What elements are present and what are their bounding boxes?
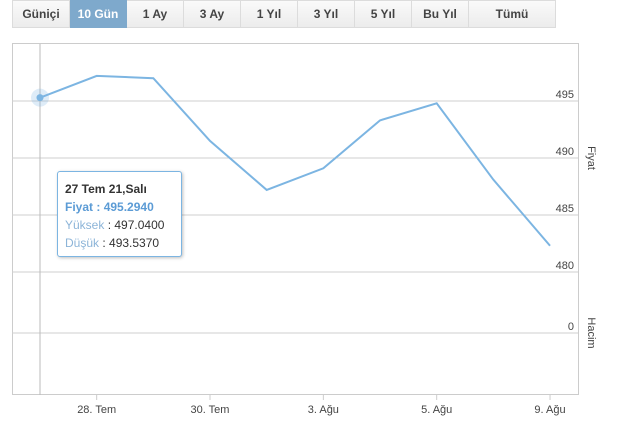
range-tab[interactable]: Bu Yıl: [412, 0, 469, 28]
tooltip-separator: :: [99, 236, 110, 250]
range-tab[interactable]: Tümü: [469, 0, 556, 28]
y-tick-label: 495: [556, 89, 574, 101]
tooltip-label: Yüksek: [65, 218, 105, 232]
range-tab[interactable]: 3 Ay: [184, 0, 241, 28]
hover-point: [36, 94, 44, 102]
y2-tick-label: 0: [568, 321, 574, 333]
tooltip-separator: :: [93, 200, 104, 214]
tooltip-row: Yüksek : 497.0400: [65, 216, 181, 234]
tooltip: 27 Tem 21,Salı Fiyat : 495.2940 Yüksek : …: [57, 171, 182, 257]
tooltip-value: 497.0400: [114, 218, 165, 232]
plot-frame: [12, 43, 579, 395]
x-tick-label: 3. Ağu: [308, 404, 339, 416]
tooltip-row: Düşük : 493.5370: [65, 234, 181, 252]
range-tabs: Güniçi 10 Gün 1 Ay 3 Ay 1 Yıl 3 Yıl 5 Yıl Bu Yı…: [12, 0, 556, 28]
tooltip-title: 27 Tem 21,Salı: [65, 182, 147, 196]
y-tick-label: 490: [556, 146, 574, 158]
tooltip-label: Düşük: [65, 236, 100, 250]
x-tick-label: 28. Tem: [77, 404, 116, 416]
x-tick-label: 30. Tem: [191, 404, 230, 416]
range-tab[interactable]: 5 Yıl: [355, 0, 412, 28]
range-tab[interactable]: Güniçi: [12, 0, 70, 28]
tooltip-row: Fiyat : 495.2940: [65, 198, 181, 216]
tooltip-label: Fiyat: [65, 200, 94, 214]
y-axis-title: Fiyat: [585, 146, 597, 170]
price-line: [39, 74, 551, 247]
range-tab[interactable]: 1 Yıl: [241, 0, 298, 28]
x-tick-label: 5. Ağu: [421, 404, 452, 416]
range-tab[interactable]: 1 Ay: [127, 0, 184, 28]
tooltip-value: 495.2940: [103, 200, 154, 214]
range-tab[interactable]: 10 Gün: [70, 0, 127, 28]
tooltip-value: 493.5370: [109, 236, 160, 250]
x-tick-label: 9. Ağu: [534, 404, 565, 416]
y-tick-label: 485: [556, 203, 574, 215]
y-tick-label: 480: [556, 260, 574, 272]
tooltip-separator: :: [104, 218, 115, 232]
y2-axis-title: Hacim: [585, 317, 597, 348]
range-tab[interactable]: 3 Yıl: [298, 0, 355, 28]
